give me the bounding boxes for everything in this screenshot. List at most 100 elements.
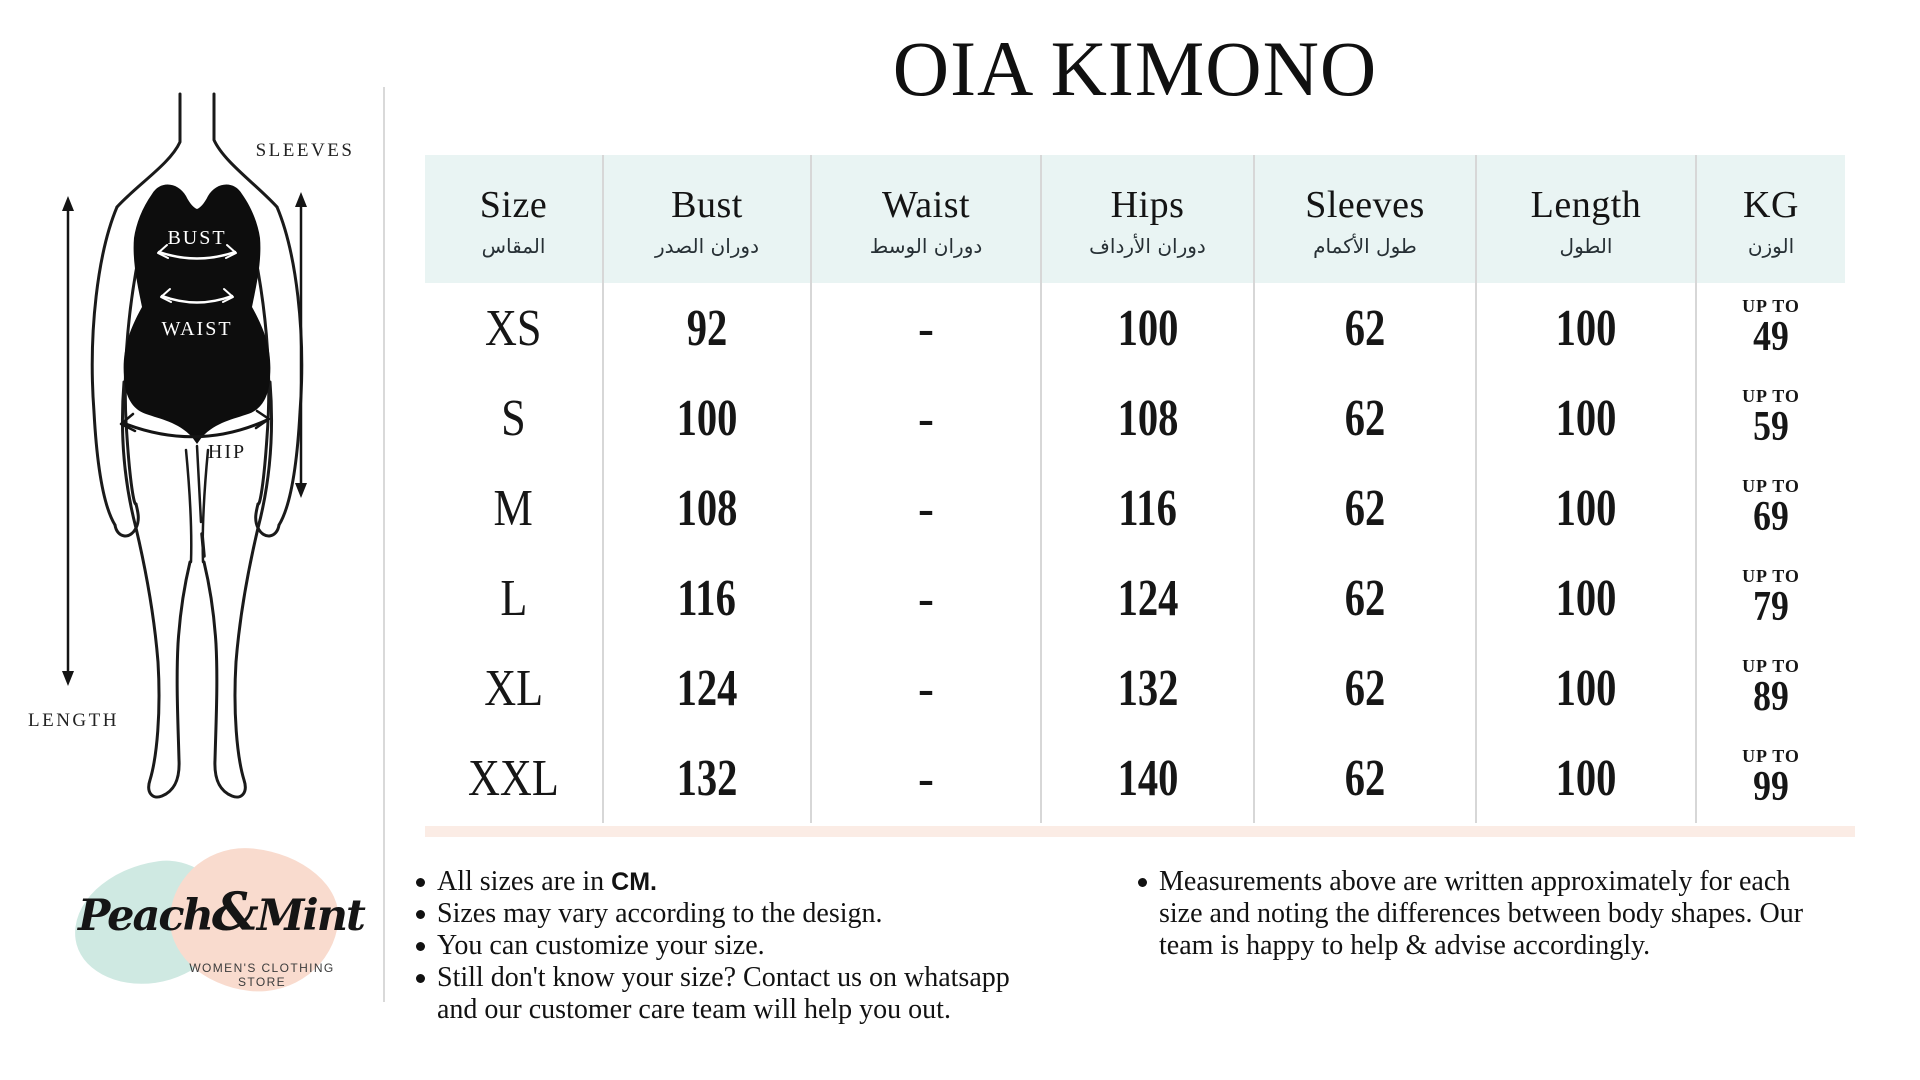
size-value: S xyxy=(501,389,526,447)
cell-size: S xyxy=(425,373,604,463)
kg-value: 49 xyxy=(1753,313,1789,360)
cell-length: 100 xyxy=(1477,643,1697,733)
column-header-size: Size المقاس xyxy=(425,155,604,283)
length-value: 100 xyxy=(1555,479,1617,537)
cell-bust: 124 xyxy=(604,643,812,733)
note-measurements: Measurements above are written approxima… xyxy=(1138,866,1838,962)
cell-sleeves: 62 xyxy=(1255,733,1477,823)
header-en: Bust xyxy=(671,183,743,226)
hips-value: 108 xyxy=(1117,389,1178,447)
cell-waist: - xyxy=(812,463,1042,553)
column-header-kg: KG الوزن xyxy=(1697,155,1845,283)
note-text: Sizes may vary according to the design. xyxy=(437,898,883,929)
cell-length: 100 xyxy=(1477,283,1697,373)
cell-sleeves: 62 xyxy=(1255,463,1477,553)
kg-prefix: UP TO xyxy=(1742,745,1800,766)
bullet-icon xyxy=(1138,878,1147,887)
kg-value: 59 xyxy=(1753,403,1789,450)
bust-label: BUST xyxy=(167,227,226,249)
cell-length: 100 xyxy=(1477,553,1697,643)
size-value: M xyxy=(493,479,534,537)
header-ar: طول الأكمام xyxy=(1313,233,1417,258)
body-measurement-diagram: BUST WAIST HIP LENGTH SLEEVES xyxy=(28,92,355,799)
cell-waist: - xyxy=(812,733,1042,823)
kg-value: 89 xyxy=(1753,673,1789,720)
table-bottom-bar xyxy=(425,826,1855,837)
cell-hips: 124 xyxy=(1042,553,1255,643)
bullet-icon xyxy=(416,878,425,887)
length-value: 100 xyxy=(1555,749,1617,807)
waist-value: - xyxy=(918,391,934,445)
column-header-waist: Waist دوران الوسط xyxy=(812,155,1042,283)
note-text: You can customize your size. xyxy=(437,930,765,961)
cell-hips: 140 xyxy=(1042,733,1255,823)
length-label: LENGTH xyxy=(28,710,119,731)
header-en: Length xyxy=(1530,183,1642,226)
sleeves-value: 62 xyxy=(1344,569,1386,627)
note-text: Still don't know your size? Contact us o… xyxy=(437,962,1010,1025)
size-value: XXL xyxy=(468,749,559,807)
cell-hips: 116 xyxy=(1042,463,1255,553)
cell-sleeves: 62 xyxy=(1255,283,1477,373)
bust-value: 100 xyxy=(676,389,738,447)
kg-value: 69 xyxy=(1753,493,1789,540)
note-text: All sizes are in CM. xyxy=(437,866,1106,898)
sleeves-value: 62 xyxy=(1344,389,1386,447)
hips-value: 132 xyxy=(1117,659,1178,717)
cell-size: XS xyxy=(425,283,604,373)
sleeves-label: SLEEVES xyxy=(256,140,355,161)
kg-value: 79 xyxy=(1753,583,1789,630)
brand-logo: Peach&Mint WOMEN'S CLOTHING STORE xyxy=(66,840,366,1023)
header-en: Hips xyxy=(1110,183,1185,226)
cell-hips: 100 xyxy=(1042,283,1255,373)
bust-value: 132 xyxy=(676,749,738,807)
header-ar: دوران الوسط xyxy=(869,233,983,258)
column-header-bust: Bust دوران الصدر xyxy=(604,155,812,283)
cell-waist: - xyxy=(812,553,1042,643)
sleeves-value: 62 xyxy=(1344,659,1386,717)
note-customize: You can customize your size. xyxy=(416,930,1106,962)
bust-value: 124 xyxy=(676,659,738,717)
cell-length: 100 xyxy=(1477,373,1697,463)
logo-wordmark: Peach&Mint xyxy=(78,887,366,939)
logo-word-mint: Mint xyxy=(256,891,366,941)
cell-hips: 108 xyxy=(1042,373,1255,463)
cell-hips: 132 xyxy=(1042,643,1255,733)
cell-bust: 92 xyxy=(604,283,812,373)
header-ar: الوزن xyxy=(1747,233,1795,258)
column-header-hips: Hips دوران الأرداف xyxy=(1042,155,1255,283)
kg-prefix: UP TO xyxy=(1742,295,1800,316)
note-sizes-cm: All sizes are in CM. xyxy=(416,866,1106,898)
length-value: 100 xyxy=(1555,569,1617,627)
column-header-sleeves: Sleeves طول الأكمام xyxy=(1255,155,1477,283)
cell-sleeves: 62 xyxy=(1255,373,1477,463)
cell-bust: 132 xyxy=(604,733,812,823)
logo-ampersand: & xyxy=(211,882,259,943)
sleeves-value: 62 xyxy=(1344,479,1386,537)
cell-sleeves: 62 xyxy=(1255,553,1477,643)
kg-prefix: UP TO xyxy=(1742,475,1800,496)
cell-size: M xyxy=(425,463,604,553)
column-header-length: Length الطول xyxy=(1477,155,1697,283)
size-value: L xyxy=(499,569,527,627)
cell-length: 100 xyxy=(1477,733,1697,823)
bullet-icon xyxy=(416,910,425,919)
kg-prefix: UP TO xyxy=(1742,385,1800,406)
cell-size: XL xyxy=(425,643,604,733)
header-en: Sleeves xyxy=(1305,183,1425,226)
header-en: Waist xyxy=(881,183,971,226)
length-value: 100 xyxy=(1555,299,1617,357)
bust-value: 92 xyxy=(686,299,728,357)
bullet-icon xyxy=(416,974,425,983)
cell-waist: - xyxy=(812,373,1042,463)
hips-value: 100 xyxy=(1117,299,1178,357)
note-text-cm: CM. xyxy=(611,868,657,896)
cell-waist: - xyxy=(812,283,1042,373)
kg-value: 99 xyxy=(1753,763,1789,810)
waist-value: - xyxy=(918,481,934,535)
cell-size: XXL xyxy=(425,733,604,823)
bullet-icon xyxy=(416,942,425,951)
waist-value: - xyxy=(918,571,934,625)
header-ar: دوران الصدر xyxy=(655,233,759,258)
